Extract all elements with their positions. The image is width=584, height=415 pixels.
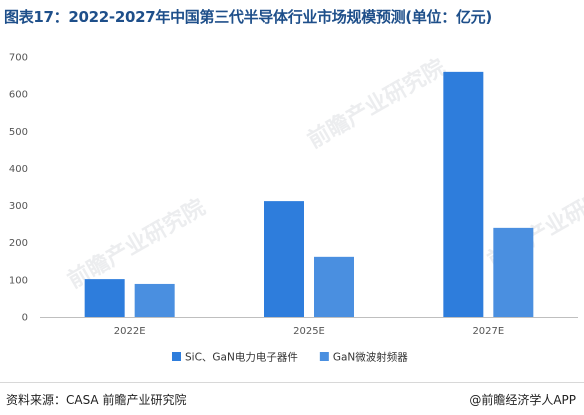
y-tick-label: 0 — [22, 313, 28, 324]
bars — [84, 71, 534, 317]
y-tick-label: 100 — [9, 275, 28, 286]
bar — [84, 279, 125, 317]
chart-title: 图表17：2022-2027年中国第三代半导体行业市场规模预测(单位：亿元) — [4, 8, 492, 26]
y-tick-label: 400 — [9, 164, 28, 175]
bar — [134, 283, 175, 317]
x-tick-label: 2022E — [114, 326, 146, 337]
y-tick-label: 200 — [9, 238, 28, 249]
legend-label: GaN微波射频器 — [333, 351, 408, 364]
bar — [314, 256, 354, 317]
y-tick-label: 300 — [9, 201, 28, 212]
footer: 资料来源：CASA 前瞻产业研究院 @前瞻经济学人APP — [0, 382, 584, 415]
x-tick-label: 2025E — [293, 326, 325, 337]
legend-label: SiC、GaN电力电子器件 — [185, 351, 298, 364]
bar — [443, 71, 484, 317]
y-tick-label: 500 — [9, 127, 28, 138]
x-axis: 2022E 2025E 2027E — [40, 317, 578, 337]
x-tick-label: 2027E — [472, 326, 504, 337]
brand-label: @前瞻经济学人APP — [469, 393, 576, 407]
legend-swatch — [319, 352, 329, 361]
y-tick-label: 700 — [9, 53, 28, 64]
legend-swatch — [172, 352, 181, 361]
legend: SiC、GaN电力电子器件 GaN微波射频器 — [172, 351, 408, 364]
y-axis: 0 100 200 300 400 500 600 700 — [9, 53, 28, 324]
bar — [264, 201, 304, 317]
bar — [493, 227, 534, 317]
watermark-text: 前瞻产业研究院 — [63, 194, 209, 294]
y-tick-label: 600 — [9, 90, 28, 101]
source-note: 资料来源：CASA 前瞻产业研究院 — [6, 393, 187, 407]
watermark-text: 前瞻产业研究院 — [303, 54, 449, 154]
